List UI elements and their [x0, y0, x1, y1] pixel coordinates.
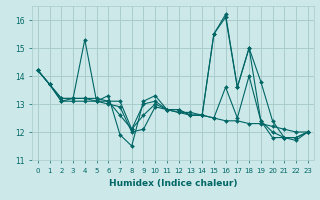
X-axis label: Humidex (Indice chaleur): Humidex (Indice chaleur) — [108, 179, 237, 188]
